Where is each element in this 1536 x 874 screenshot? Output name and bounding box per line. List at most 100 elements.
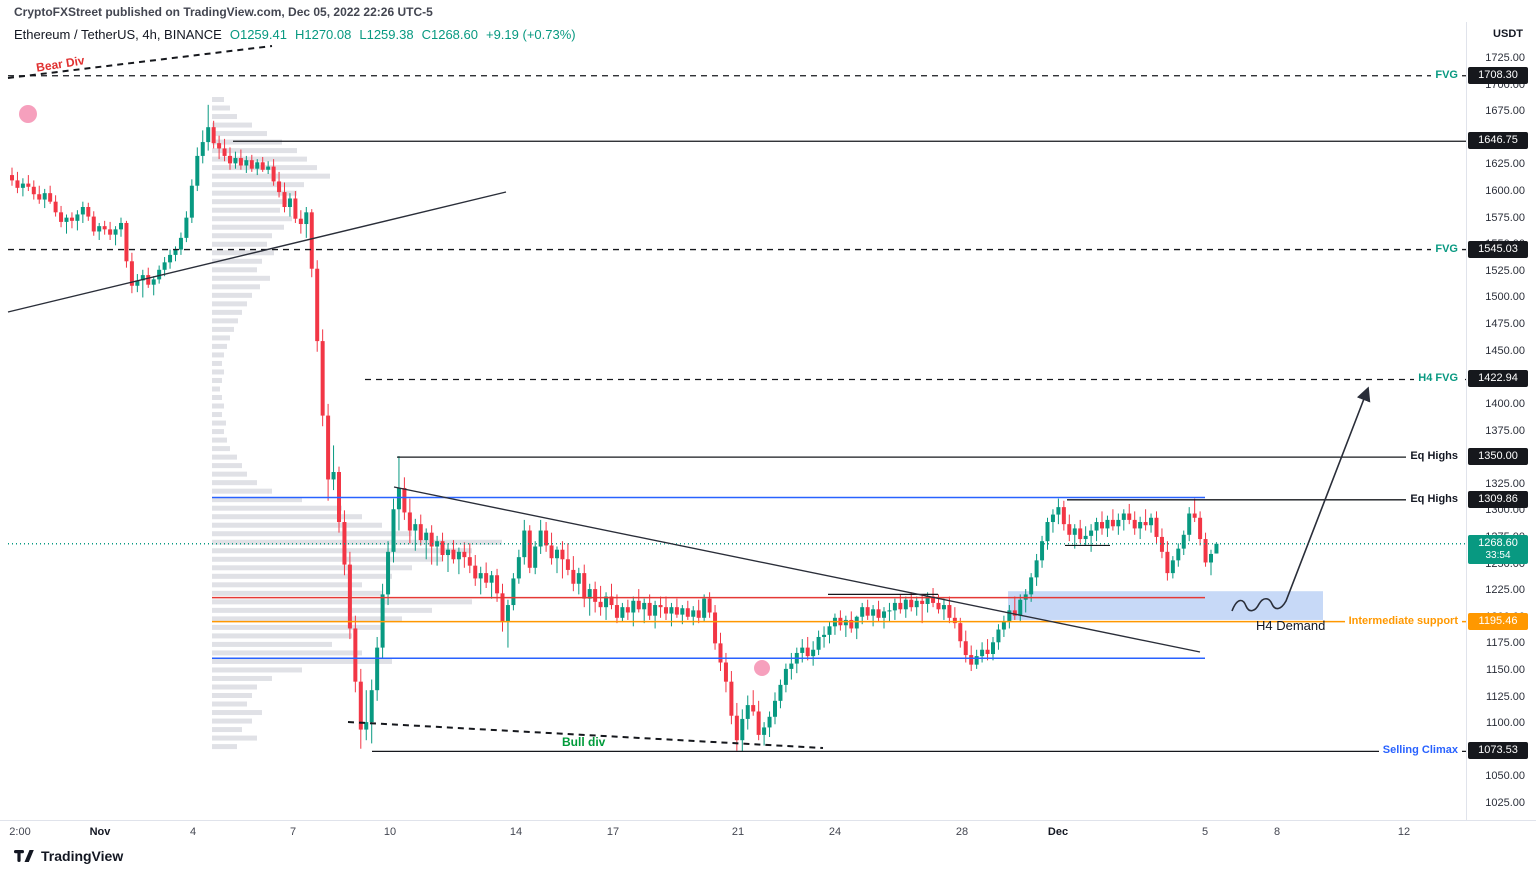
price-tick-label: 1275.00 [1485, 530, 1525, 543]
volume-profile-bar [212, 667, 302, 673]
candle-body [42, 193, 47, 200]
volume-profile-bar [212, 309, 242, 315]
price-axis[interactable]: USDT 1725.00 1700.00 1675.00 1650.00 1625.00… [1466, 22, 1536, 820]
candle-body [255, 162, 260, 169]
candle-body [396, 487, 401, 510]
volume-profile-bar [212, 216, 292, 222]
candle-body [102, 226, 107, 230]
marker-circle [19, 105, 37, 123]
candle-body [424, 532, 429, 541]
volume-profile-bar [212, 352, 224, 358]
volume-profile-bar [212, 258, 262, 264]
candle-body [1165, 551, 1170, 574]
candle-body [947, 605, 952, 618]
legend-low: L1259.38 [359, 27, 414, 42]
volume-profile-bar [212, 582, 362, 588]
volume-profile-bar [212, 335, 230, 341]
price-tick-label: 1325.00 [1485, 477, 1525, 490]
candle-body [505, 605, 510, 622]
candle-body [456, 551, 461, 560]
candle-body [778, 684, 783, 701]
candle-body [440, 541, 445, 556]
candle-body [1149, 517, 1154, 526]
time-tick-label: 10 [383, 826, 397, 838]
candle-body [827, 626, 832, 635]
candle-body [555, 549, 559, 559]
candle-body [805, 647, 810, 657]
candle-body [1214, 543, 1219, 554]
candle-body [451, 549, 456, 560]
time-axis[interactable]: 2:00 Nov 4 7 10 14 17 21 24 28 Dec 5 8 12 [0, 820, 1536, 845]
candle-body [1159, 536, 1164, 552]
candle-body [707, 598, 712, 613]
time-tick-label: 24 [828, 826, 842, 838]
volume-profile-bar [212, 710, 262, 716]
volume-profile-bar [212, 624, 382, 630]
candle-body [364, 722, 369, 730]
price-tick-label: 1400.00 [1485, 397, 1525, 410]
volume-profile-bar [212, 275, 270, 281]
volume-profile-bar [212, 658, 392, 664]
volume-profile-bar [212, 250, 274, 256]
volume-profile-bar [212, 514, 362, 520]
volume-profile-bar [212, 182, 304, 188]
volume-profile-bar [212, 420, 226, 426]
candle-body [745, 705, 750, 719]
volume-profile-bar [212, 497, 302, 503]
candle-body [298, 218, 303, 225]
candle-body [287, 198, 292, 207]
volume-profile-bar [212, 207, 280, 213]
candle-body [249, 160, 254, 169]
volume-profile-bar [212, 437, 227, 443]
volume-profile-bar [212, 471, 247, 477]
candle-body [429, 532, 434, 547]
candle-body [587, 589, 592, 599]
price-tick-label: 1700.00 [1485, 78, 1525, 91]
candle-body [418, 524, 423, 541]
volume-profile-bar [212, 292, 252, 298]
candle-body [860, 607, 865, 617]
candle-body [1105, 519, 1110, 529]
candle-body [647, 602, 652, 616]
volume-profile-bar [212, 224, 284, 230]
candle-body [958, 623, 963, 642]
candle-body [20, 183, 25, 188]
candle-body [484, 573, 489, 583]
candle-body [936, 602, 941, 610]
candle-body [751, 705, 756, 712]
price-tick-label: 1100.00 [1486, 717, 1525, 730]
candle-body [1116, 519, 1121, 527]
candle-body [544, 530, 549, 546]
candle-body [15, 180, 20, 188]
candle-body [206, 127, 211, 143]
candle-body [1067, 524, 1072, 535]
chart-legend: Ethereum / TetherUS, 4h, BINANCE O1259.4… [14, 27, 576, 42]
candle-body [1127, 513, 1132, 520]
candle-body [713, 612, 718, 644]
candle-body [604, 596, 609, 608]
tradingview-logo[interactable]: TradingView [13, 848, 123, 864]
volume-profile-bar [212, 675, 272, 681]
candle-body [1045, 522, 1050, 542]
price-tick-label: 1050.00 [1485, 770, 1525, 783]
descending-trendline [393, 486, 1201, 653]
candle-body [1078, 528, 1083, 540]
volume-profile-bar [212, 480, 257, 486]
candle-body [783, 668, 788, 685]
candle-body [980, 649, 985, 657]
candle-body [909, 599, 914, 608]
tradingview-logo-icon [14, 850, 34, 862]
volume-profile-bar [212, 97, 224, 103]
candle-body [1034, 560, 1039, 578]
candle-body [598, 601, 603, 608]
legend-change: +9.19 (+0.73%) [485, 27, 576, 42]
candle-body [1170, 560, 1175, 574]
candle-body [1040, 541, 1045, 561]
candle-body [762, 727, 767, 735]
price-tick-label: 1500.00 [1485, 291, 1525, 304]
candle-body [64, 217, 69, 222]
candle-body [157, 269, 162, 280]
volume-profile-bar [212, 701, 247, 707]
price-tick-label: 1550.00 [1485, 238, 1525, 251]
